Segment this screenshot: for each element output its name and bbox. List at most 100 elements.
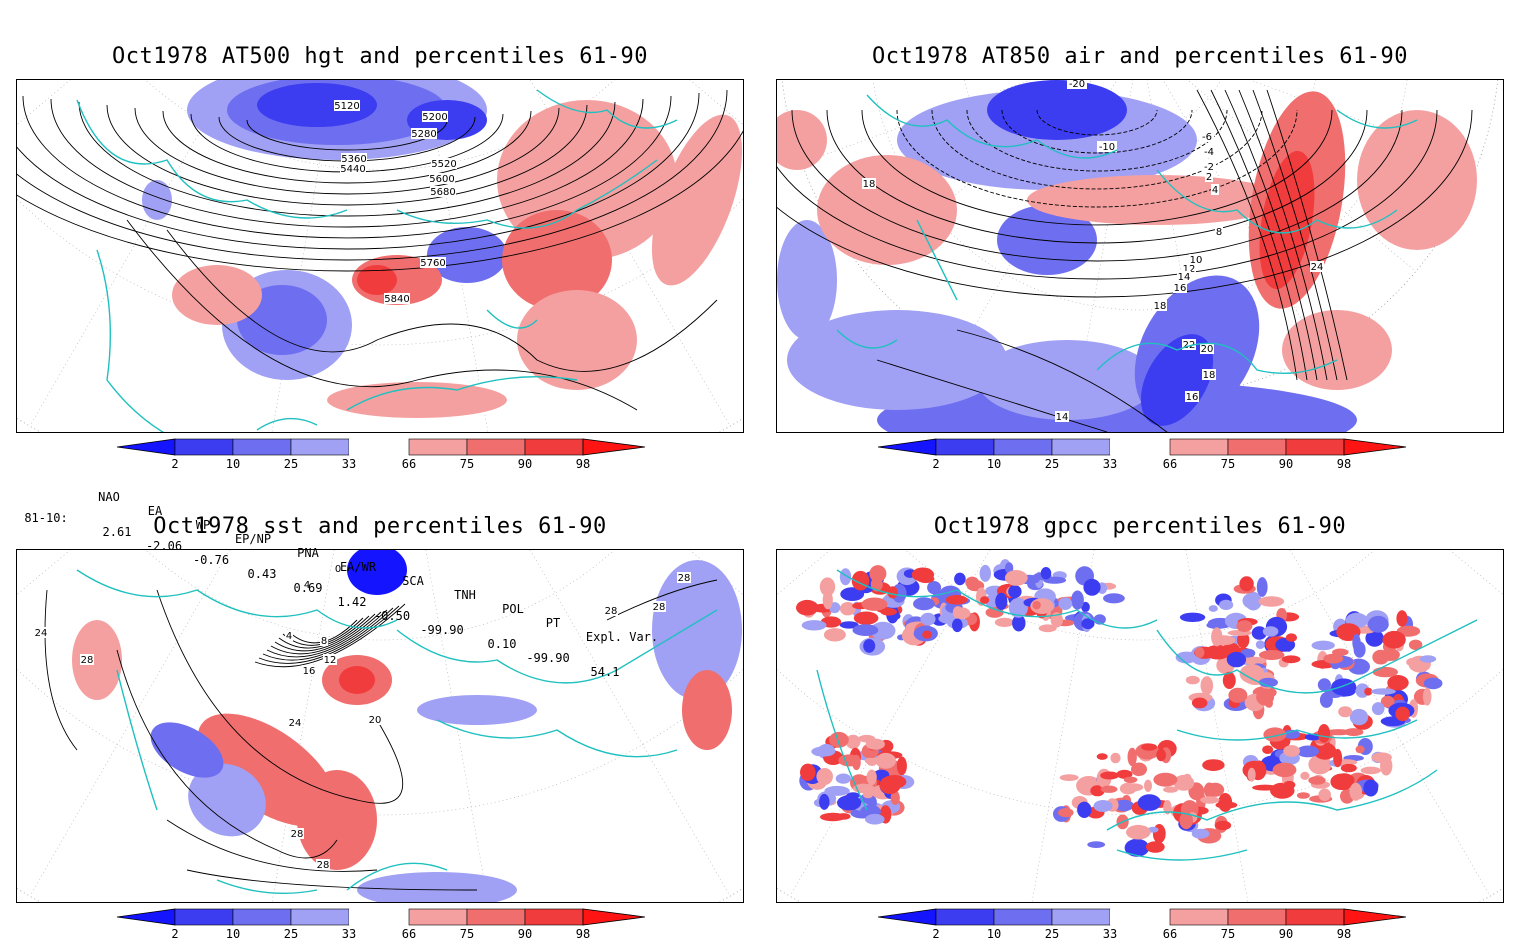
contour-line — [106, 104, 588, 206]
dry-anomaly — [979, 564, 991, 582]
cold-anomaly — [188, 763, 266, 837]
dry-anomaly — [863, 639, 876, 653]
wet-anomaly — [1408, 639, 1423, 650]
contour-label-bg — [1173, 282, 1187, 293]
contour-label-bg — [430, 186, 456, 197]
contour-label: 5520 — [431, 159, 456, 170]
contour-line — [606, 579, 718, 621]
latitude-circle — [17, 668, 743, 816]
index-value-epnp: 0.43 — [247, 567, 277, 581]
contour-line — [262, 607, 394, 661]
index-header-tnh: TNH — [454, 588, 476, 602]
wet-anomaly — [1308, 776, 1326, 785]
wet-anomaly — [1179, 811, 1193, 830]
colorbar-label: 2 — [932, 927, 940, 941]
wet-anomaly — [1100, 785, 1118, 793]
index-value-pt: -99.90 — [526, 651, 570, 665]
contour-line — [861, 109, 1333, 226]
contour-label-bg — [288, 717, 302, 728]
warm-anomaly — [1027, 175, 1287, 225]
contour-line — [1001, 109, 1193, 154]
contour-label: 24 — [1311, 262, 1324, 273]
colorbar-label: 10 — [225, 927, 241, 941]
wet-anomaly — [1200, 676, 1214, 695]
dry-anomaly — [870, 621, 896, 640]
contour-label-bg — [340, 163, 366, 174]
colorbar-label: 75 — [1220, 927, 1236, 941]
contour-line — [1266, 89, 1348, 381]
colorbar-label: 98 — [575, 457, 591, 471]
wet-anomaly — [1144, 779, 1152, 792]
contour-label-bg — [303, 579, 311, 590]
wet-anomaly — [1296, 792, 1310, 799]
wet-anomaly — [1156, 748, 1166, 762]
wet-anomaly — [875, 752, 896, 769]
wet-anomaly — [922, 630, 932, 639]
contour-line — [156, 589, 404, 804]
contour-label: 18 — [1203, 370, 1216, 381]
wet-anomaly — [1211, 627, 1223, 647]
wet-anomaly — [1239, 664, 1265, 684]
wet-anomaly — [1355, 745, 1365, 754]
dry-anomaly — [1081, 601, 1090, 613]
wet-anomaly — [1242, 656, 1267, 665]
dry-anomaly — [1137, 794, 1161, 811]
colorbar-label: 98 — [1336, 927, 1352, 941]
index-value-pol: 0.10 — [487, 637, 517, 651]
wet-anomaly — [1059, 774, 1079, 781]
contour-label: 5200 — [422, 112, 447, 123]
coastline — [816, 569, 1158, 811]
wet-anomaly — [1323, 653, 1344, 664]
contour-label: 4 — [1212, 185, 1218, 196]
contour-label: 5120 — [334, 101, 359, 112]
dry-anomaly — [1311, 640, 1335, 651]
coastline — [216, 719, 678, 895]
dry-anomaly — [1226, 651, 1247, 668]
colorbar-label: 2 — [171, 457, 179, 471]
colorbar-segment — [1227, 908, 1287, 926]
wet-anomaly — [1252, 784, 1278, 791]
wet-anomaly — [829, 731, 849, 748]
wet-anomaly — [1202, 759, 1225, 771]
wet-anomaly — [1263, 727, 1287, 742]
contour-label-bg — [604, 605, 618, 616]
contour-label: 10 — [1190, 255, 1203, 266]
dry-anomaly — [1423, 677, 1443, 690]
warm-anomaly — [817, 155, 957, 265]
index-value-explvar: 54.1 — [590, 665, 620, 679]
wet-anomaly — [1340, 763, 1357, 773]
wet-anomaly — [864, 757, 876, 764]
contour-label-bg — [422, 111, 448, 122]
contour-label-bg — [1202, 161, 1216, 172]
wet-anomaly — [1191, 697, 1208, 709]
dry-anomaly — [1008, 597, 1028, 618]
dry-anomaly — [819, 793, 830, 810]
contour-label: -20 — [1069, 80, 1085, 90]
wet-anomaly — [1283, 745, 1300, 757]
contour-label-bg — [1205, 171, 1213, 182]
dry-anomaly — [811, 746, 836, 757]
colorbar-segment — [232, 438, 292, 456]
dry-anomaly — [1103, 593, 1125, 604]
wet-anomaly — [1123, 776, 1138, 783]
map-gpcc — [776, 549, 1504, 903]
contour-line — [166, 819, 378, 872]
dry-anomaly — [1419, 655, 1437, 663]
dry-anomaly — [1081, 618, 1095, 630]
contour-label-bg — [862, 178, 876, 189]
colorbar-segment — [174, 438, 234, 456]
dry-anomaly — [840, 587, 865, 601]
contour-label: 18 — [863, 179, 876, 190]
wet-anomaly — [1371, 752, 1392, 763]
dry-anomaly — [1365, 629, 1384, 647]
colorbar-label: 2 — [932, 457, 940, 471]
wet-anomaly — [1194, 647, 1205, 658]
colorbar-label: 66 — [401, 927, 417, 941]
index-value-sca: -0.50 — [373, 609, 411, 623]
wet-anomaly — [1300, 771, 1310, 780]
contour-line — [166, 229, 718, 372]
contour-line — [931, 109, 1263, 190]
contour-line — [274, 613, 376, 652]
meridian-line — [801, 80, 1031, 164]
colorbar-segment — [1051, 438, 1111, 456]
